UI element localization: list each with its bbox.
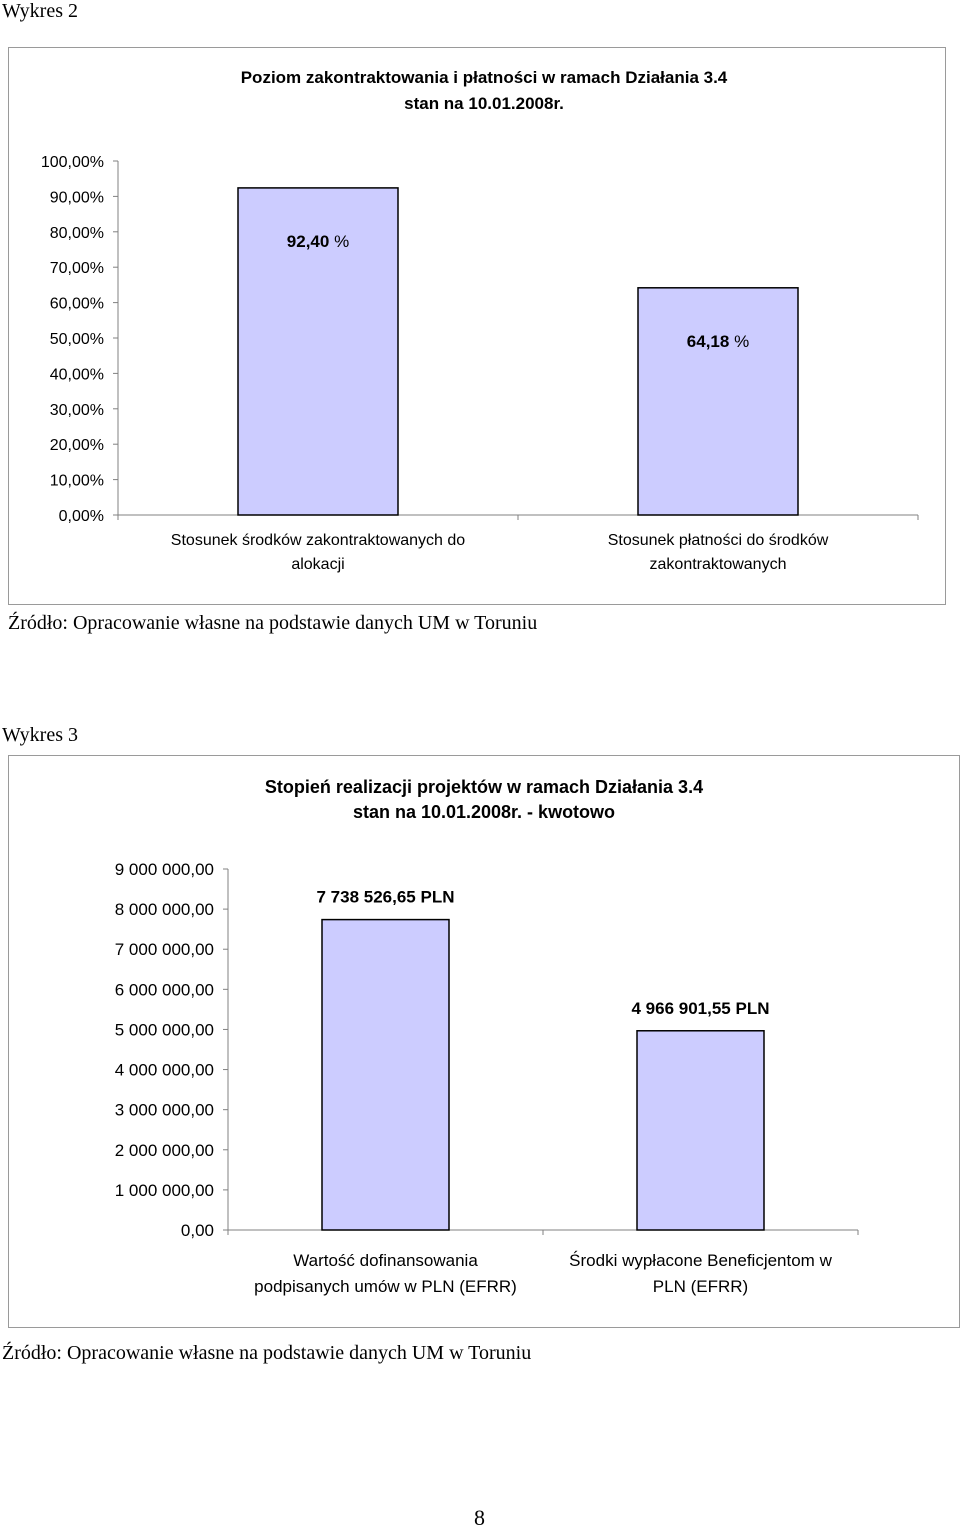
chart-caption: Wykres 3 — [2, 724, 78, 746]
y-tick-label: 50,00% — [50, 331, 104, 348]
chart-title: stan na 10.01.2008r. - kwotowo — [353, 802, 615, 822]
source-note: Źródło: Opracowanie własne na podstawie … — [2, 1342, 532, 1364]
y-tick-label: 80,00% — [50, 225, 104, 242]
y-tick-label: 10,00% — [50, 473, 104, 490]
y-tick-label: 1 000 000,00 — [115, 1181, 214, 1200]
source-note: Źródło: Opracowanie własne na podstawie … — [8, 612, 538, 634]
y-tick-label: 2 000 000,00 — [115, 1141, 214, 1160]
data-label: 64,18 % — [687, 332, 749, 351]
y-tick-label: 0,00 — [181, 1221, 214, 1240]
category-label: Środki wypłacone Beneficjentom w — [569, 1251, 832, 1270]
y-tick-label: 9 000 000,00 — [115, 860, 214, 879]
y-tick-label: 40,00% — [50, 366, 104, 383]
y-tick-label: 6 000 000,00 — [115, 980, 214, 999]
chart-frame: Stopień realizacji projektów w ramach Dz… — [8, 755, 960, 1328]
category-label: podpisanych umów w PLN (EFRR) — [254, 1277, 517, 1296]
bar-chart: Poziom zakontraktowania i płatności w ra… — [41, 68, 919, 573]
category-label: zakontraktowanych — [650, 556, 787, 573]
y-tick-label: 70,00% — [50, 260, 104, 277]
chart-caption: Wykres 2 — [2, 0, 78, 22]
y-tick-label: 7 000 000,00 — [115, 940, 214, 959]
chart-title: stan na 10.01.2008r. — [404, 94, 564, 113]
bar — [637, 287, 799, 516]
y-tick-label: 4 000 000,00 — [115, 1061, 214, 1080]
category-label: Stosunek płatności do środków — [608, 532, 829, 549]
chart-frame: Poziom zakontraktowania i płatności w ra… — [8, 47, 946, 605]
y-tick-label: 20,00% — [50, 437, 104, 454]
chart-title: Stopień realizacji projektów w ramach Dz… — [265, 777, 703, 797]
y-tick-label: 3 000 000,00 — [115, 1101, 214, 1120]
category-label: Wartość dofinansowania — [293, 1251, 478, 1270]
category-label: Stosunek środków zakontraktowanych do — [171, 532, 465, 549]
data-label: 7 738 526,65 PLN — [317, 888, 455, 907]
y-tick-label: 100,00% — [41, 154, 104, 171]
y-tick-label: 0,00% — [59, 508, 104, 525]
bar — [237, 187, 399, 516]
category-label: alokacji — [291, 556, 344, 573]
y-tick-label: 30,00% — [50, 402, 104, 419]
y-tick-label: 5 000 000,00 — [115, 1020, 214, 1039]
y-tick-label: 60,00% — [50, 296, 104, 313]
page-number: 8 — [474, 1505, 485, 1530]
y-tick-label: 8 000 000,00 — [115, 900, 214, 919]
data-label: 92,40 % — [287, 232, 349, 251]
category-label: PLN (EFRR) — [653, 1277, 748, 1296]
y-tick-label: 90,00% — [50, 189, 104, 206]
bar — [321, 918, 450, 1231]
data-label: 4 966 901,55 PLN — [632, 999, 770, 1018]
bar-chart: Stopień realizacji projektów w ramach Dz… — [115, 777, 859, 1296]
chart-title: Poziom zakontraktowania i płatności w ra… — [241, 68, 728, 87]
bar — [636, 1030, 765, 1231]
